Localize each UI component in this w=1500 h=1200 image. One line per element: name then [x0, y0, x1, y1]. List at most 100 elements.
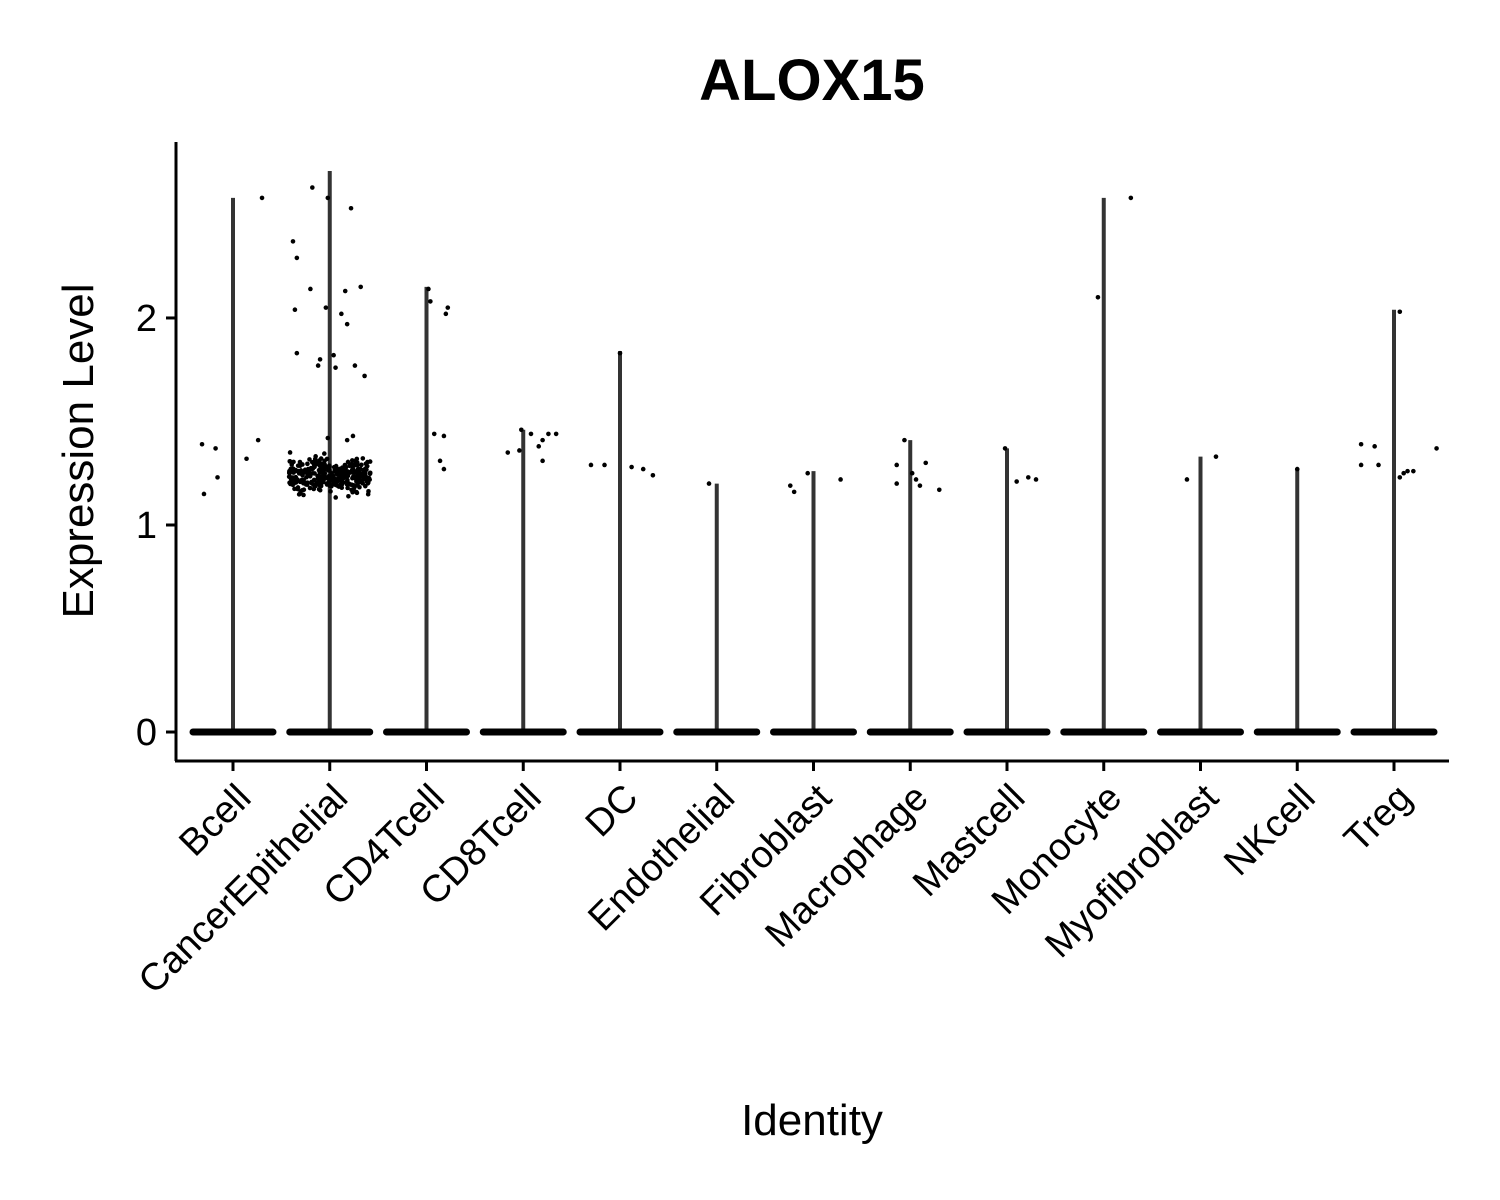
data-point — [519, 427, 524, 433]
data-point — [505, 450, 511, 455]
data-point — [303, 482, 309, 487]
violin-group — [189, 170, 1438, 736]
data-point — [1033, 477, 1039, 482]
data-point — [319, 478, 324, 484]
data-point — [341, 475, 347, 481]
data-point — [348, 482, 354, 487]
data-point — [640, 466, 646, 472]
data-point — [321, 466, 327, 472]
data-point — [352, 470, 358, 476]
data-point — [307, 471, 312, 476]
data-point — [344, 321, 350, 327]
data-point — [350, 465, 355, 471]
data-point — [359, 462, 364, 468]
data-point — [346, 493, 351, 499]
data-point — [215, 475, 220, 480]
data-point — [294, 350, 300, 356]
data-point — [546, 431, 551, 437]
data-point — [894, 462, 900, 468]
data-point — [322, 471, 328, 476]
data-point — [536, 444, 542, 449]
y-tick-label: 2 — [136, 298, 157, 340]
data-point — [354, 490, 360, 496]
data-point — [322, 451, 327, 456]
y-axis-ticks: 0 1 2 — [136, 298, 176, 754]
data-point — [1184, 477, 1190, 482]
data-point — [350, 433, 356, 439]
data-point — [287, 450, 293, 455]
data-point — [310, 466, 315, 471]
data-point — [348, 469, 353, 475]
data-point — [336, 484, 342, 489]
data-point — [431, 431, 437, 437]
data-point — [367, 470, 373, 476]
data-point — [629, 464, 634, 470]
data-point — [291, 459, 296, 465]
data-point — [333, 495, 339, 500]
data-point — [791, 489, 797, 495]
data-point — [363, 466, 368, 472]
data-point — [352, 363, 358, 368]
data-point — [428, 299, 433, 304]
data-point — [292, 307, 298, 312]
data-point — [360, 456, 366, 461]
x-tick-label: Treg — [1336, 777, 1420, 861]
data-point — [540, 458, 545, 464]
data-point — [259, 195, 265, 201]
data-point — [339, 311, 344, 317]
data-point — [340, 467, 346, 473]
data-point — [322, 462, 327, 467]
data-point — [1025, 475, 1031, 480]
data-point — [936, 487, 942, 493]
data-point — [1358, 441, 1364, 447]
data-point — [650, 473, 656, 478]
data-point — [290, 239, 296, 244]
data-point — [345, 485, 350, 491]
data-point — [441, 433, 447, 439]
x-tick-label: Bcell — [171, 777, 259, 865]
data-point — [244, 456, 249, 462]
data-point — [303, 469, 308, 474]
data-point — [894, 481, 900, 486]
chart-title: ALOX15 — [699, 48, 925, 113]
data-point — [1128, 195, 1134, 201]
data-point — [1372, 444, 1377, 449]
data-point — [528, 431, 534, 437]
data-point — [365, 491, 371, 497]
data-point — [323, 305, 329, 310]
data-point — [362, 373, 367, 379]
data-point — [902, 437, 907, 443]
data-point — [291, 481, 297, 486]
data-point — [353, 458, 358, 463]
data-point — [917, 483, 923, 488]
data-point — [318, 456, 324, 461]
data-point — [349, 487, 354, 493]
data-point — [445, 305, 451, 310]
data-point — [358, 284, 364, 290]
data-point — [322, 458, 327, 464]
data-point — [350, 475, 355, 481]
data-point — [325, 468, 331, 473]
data-point — [342, 288, 348, 294]
data-point — [307, 457, 312, 462]
data-point — [1095, 294, 1101, 300]
data-point — [517, 448, 522, 453]
data-point — [309, 459, 315, 465]
data-point — [1294, 466, 1300, 472]
data-point — [334, 471, 340, 477]
y-tick-label: 1 — [136, 505, 157, 547]
x-tick-label: NKcell — [1216, 777, 1323, 884]
data-point — [1014, 479, 1019, 484]
data-point — [365, 481, 371, 486]
data-point — [357, 478, 362, 484]
data-point — [311, 486, 317, 492]
data-point — [335, 475, 341, 481]
data-point — [838, 477, 843, 482]
data-point — [255, 437, 261, 443]
data-point — [540, 437, 545, 443]
data-point — [1434, 446, 1439, 451]
data-point — [1002, 446, 1008, 451]
data-point — [300, 472, 305, 478]
data-point — [290, 466, 296, 472]
x-tick-label: Myofibroblast — [1037, 776, 1227, 966]
